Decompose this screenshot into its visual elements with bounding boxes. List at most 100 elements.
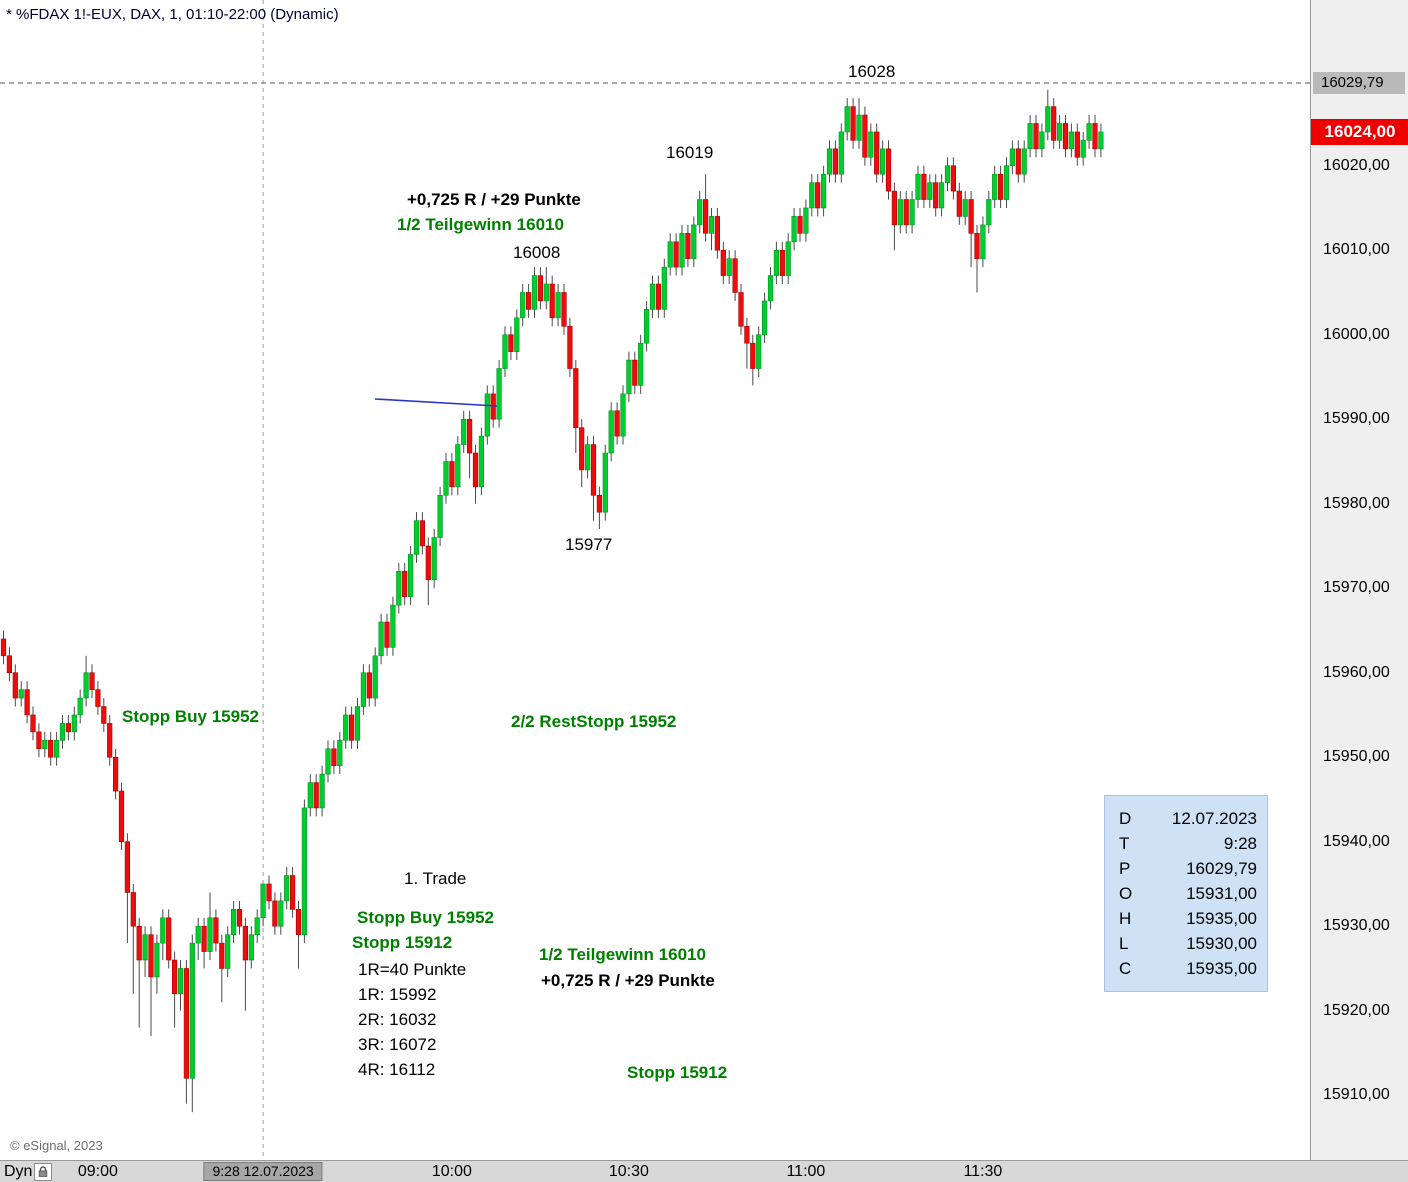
candle-down <box>673 241 679 268</box>
candle-down <box>685 233 691 259</box>
candle-up <box>59 723 66 741</box>
chart-annotation[interactable]: 4R: 16112 <box>358 1060 436 1079</box>
dyn-scale-label[interactable]: Dyn <box>4 1163 33 1180</box>
candle-up <box>909 199 915 226</box>
chart-annotation[interactable]: 15977 <box>565 535 613 554</box>
candle-down <box>48 740 54 758</box>
candle-down <box>449 461 455 488</box>
candle-down <box>921 173 927 200</box>
price-axis-label: 15980,00 <box>1323 494 1390 512</box>
candle-up <box>868 131 874 158</box>
chart-annotation[interactable]: 16019 <box>666 143 714 162</box>
price-axis-label: 15930,00 <box>1323 917 1390 935</box>
chart-annotation[interactable]: 1. Trade <box>404 869 467 888</box>
candle-up <box>697 199 703 226</box>
candle-up <box>248 934 254 961</box>
scale-lock-button[interactable] <box>34 1163 52 1181</box>
chart-annotation[interactable]: +0,725 R / +29 Punkte <box>541 971 715 990</box>
cursor-time-box: 9:28 12.07.2023 <box>203 1162 323 1181</box>
candle-down <box>590 444 597 496</box>
candle-up <box>284 875 290 902</box>
time-axis-label: 10:00 <box>431 1163 472 1180</box>
candle-up <box>803 207 809 234</box>
time-axis[interactable]: Dyn 09:00 10:00 10:30 11:00 11:30 9:28 12.07.… <box>0 1160 1408 1182</box>
candle-down <box>166 917 172 961</box>
candle-up <box>826 148 833 175</box>
chart-annotation[interactable]: 16008 <box>513 243 561 262</box>
candle-down <box>596 494 602 513</box>
candle-up <box>555 292 561 319</box>
candle-down <box>419 520 426 547</box>
candle-down <box>331 748 337 766</box>
data-window-row: T 9:28 <box>1105 831 1267 856</box>
data-window-row: O 15931,00 <box>1105 881 1267 906</box>
candle-up <box>18 689 24 699</box>
chart-annotation[interactable]: 3R: 16072 <box>358 1035 437 1054</box>
candle-up <box>337 740 343 766</box>
candle-down <box>832 148 838 175</box>
data-window-value: 9:28 <box>1223 834 1257 853</box>
candle-down <box>702 199 709 234</box>
candle-up <box>608 410 614 454</box>
candle-down <box>968 199 974 234</box>
candle-down <box>1033 123 1039 150</box>
candle-up <box>502 334 508 369</box>
trendline <box>374 398 498 407</box>
chart-annotation[interactable]: 2R: 16032 <box>358 1010 437 1029</box>
candle-down <box>1015 148 1021 175</box>
candle-down <box>956 190 962 217</box>
chart-pane[interactable]: * %FDAX 1!-EUX, DAX, 1, 01:10-22:00 (Dyn… <box>0 0 1310 1160</box>
candle-down <box>101 706 107 724</box>
candle-up <box>1057 123 1063 141</box>
candle-up <box>1003 165 1010 200</box>
candle-down <box>1074 131 1080 158</box>
data-window-value: 15931,00 <box>1186 884 1257 903</box>
candlestick-chart[interactable] <box>0 0 1310 1160</box>
candle-up <box>756 334 762 369</box>
chart-annotation[interactable]: Stopp Buy 15952 <box>122 707 259 726</box>
candle-up <box>785 241 791 276</box>
price-axis-label: 15950,00 <box>1323 748 1390 766</box>
candle-up <box>643 309 650 344</box>
chart-annotation[interactable]: 16028 <box>848 62 896 81</box>
candle-down <box>113 756 119 792</box>
chart-annotation[interactable]: 1/2 Teilgewinn 16010 <box>539 945 706 964</box>
candle-up <box>260 883 266 919</box>
candle-up <box>602 452 608 513</box>
candle-up <box>378 621 384 657</box>
chart-annotation[interactable]: 1/2 Teilgewinn 16010 <box>397 215 564 234</box>
chart-annotation[interactable]: 1R: 15992 <box>358 985 437 1004</box>
candle-up <box>83 672 89 699</box>
candle-down <box>579 427 585 471</box>
chart-annotation[interactable]: 2/2 RestStopp 15952 <box>511 712 677 731</box>
chart-annotation[interactable]: +0,725 R / +29 Punkte <box>407 190 581 209</box>
chart-annotation[interactable]: 1R=40 Punkte <box>358 960 467 979</box>
candle-down <box>384 621 390 648</box>
candle-down <box>874 131 880 175</box>
data-window-key: O <box>1119 884 1133 903</box>
candle-down <box>720 249 726 276</box>
chart-annotation[interactable]: Stopp Buy 15952 <box>357 908 494 927</box>
candle-up <box>372 655 378 699</box>
candle-up <box>437 494 443 538</box>
candle-up <box>667 241 673 268</box>
candle-up <box>301 807 308 935</box>
chart-title: * %FDAX 1!-EUX, DAX, 1, 01:10-22:00 (Dyn… <box>6 6 339 23</box>
candle-down <box>974 233 980 259</box>
price-axis-label: 15940,00 <box>1323 832 1390 850</box>
data-window[interactable]: D 12.07.2023 T 9:28 P 16029,79 O 15931,00 H 15935… <box>1104 795 1268 992</box>
price-axis[interactable]: 16020,00 16010,00 16000,00 15990,00 15980,00… <box>1310 0 1408 1160</box>
price-axis-label: 16010,00 <box>1323 241 1390 259</box>
chart-annotation[interactable]: Stopp 15912 <box>352 933 453 952</box>
candle-up <box>413 520 420 555</box>
candle-down <box>136 925 142 961</box>
data-window-value: 16029,79 <box>1186 859 1257 878</box>
candle-up <box>584 444 591 471</box>
candle-down <box>933 182 939 209</box>
candle-down <box>561 292 567 327</box>
chart-annotation[interactable]: Stopp 15912 <box>627 1063 728 1082</box>
candle-down <box>289 875 296 910</box>
candle-down <box>750 342 756 369</box>
candle-down <box>89 672 95 690</box>
